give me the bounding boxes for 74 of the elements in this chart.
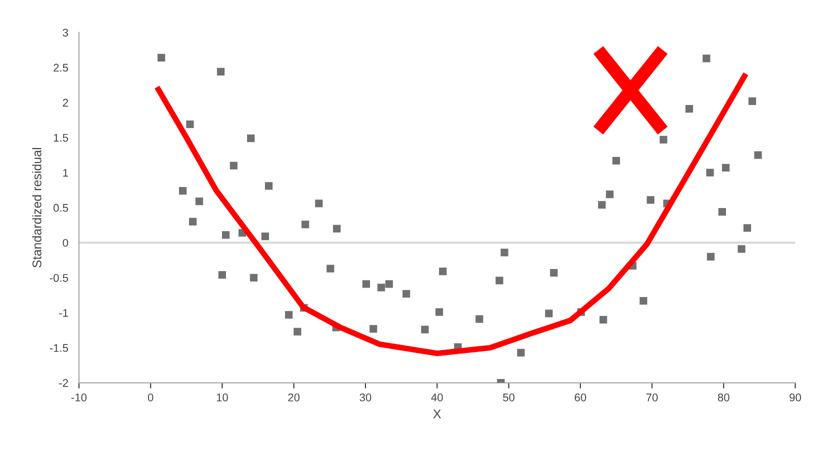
point (496, 276, 504, 284)
point (550, 268, 558, 277)
point (302, 220, 310, 228)
point (189, 218, 197, 226)
point (261, 232, 269, 240)
point (754, 151, 762, 159)
x-tick-label: 40 (431, 394, 443, 402)
x-tick-label: 60 (574, 394, 586, 402)
point (476, 315, 484, 323)
point (718, 208, 726, 216)
point (421, 326, 429, 334)
x-tick-label: 90 (790, 394, 802, 402)
point (402, 290, 410, 298)
point (158, 54, 166, 62)
point (722, 164, 730, 172)
y-tick-label: -2 (59, 379, 68, 387)
point (385, 280, 393, 288)
point (333, 224, 341, 232)
y-tick-label: 0.5 (54, 204, 68, 212)
y-tick-label: 2.5 (54, 64, 68, 72)
point (598, 201, 606, 209)
point (247, 134, 255, 142)
point (218, 271, 226, 279)
point (377, 284, 386, 292)
point (646, 196, 654, 204)
x-tick-label: 70 (646, 394, 658, 402)
y-axis-title: Standardized residual (32, 148, 42, 268)
point (706, 252, 715, 260)
point (230, 162, 238, 170)
point (222, 231, 230, 239)
point (179, 187, 187, 195)
x-tick-label: 80 (718, 394, 730, 402)
point (186, 120, 194, 128)
point (702, 54, 710, 62)
point (439, 268, 447, 276)
y-tick-label: -1 (59, 309, 68, 317)
x-axis-title: X (433, 410, 442, 418)
x-tick-label: 20 (288, 394, 300, 402)
x-tick-label: 30 (360, 394, 372, 402)
point (216, 68, 225, 76)
x-tick-label: 10 (216, 394, 228, 402)
y-tick-label: 0 (62, 238, 68, 247)
point (599, 316, 608, 324)
point (195, 198, 204, 206)
y-tick-label: 2 (62, 98, 68, 107)
point (640, 297, 648, 305)
point (435, 308, 444, 316)
x-tick-label: -10 (71, 394, 87, 402)
point (743, 224, 752, 232)
x-tick-label: 50 (503, 394, 514, 402)
point (685, 105, 694, 113)
y-tick-label: -1.5 (50, 344, 68, 352)
point (748, 97, 756, 105)
point (326, 264, 334, 272)
point (738, 245, 746, 253)
point (606, 190, 614, 198)
point (285, 311, 293, 319)
y-tick-label: 1 (63, 168, 68, 177)
y-tick-label: 3 (62, 28, 68, 37)
point (370, 325, 378, 333)
point (250, 274, 258, 282)
point (517, 348, 525, 356)
point (500, 248, 508, 256)
point (545, 310, 553, 318)
point (706, 168, 714, 176)
point (660, 136, 668, 144)
point (362, 280, 370, 288)
point (612, 156, 620, 164)
point (264, 182, 273, 190)
point (294, 328, 302, 336)
y-tick-label: -0.5 (50, 274, 68, 282)
x-tick-label: 0 (148, 394, 154, 402)
y-tick-label: 1.5 (54, 134, 68, 142)
point (315, 200, 323, 208)
